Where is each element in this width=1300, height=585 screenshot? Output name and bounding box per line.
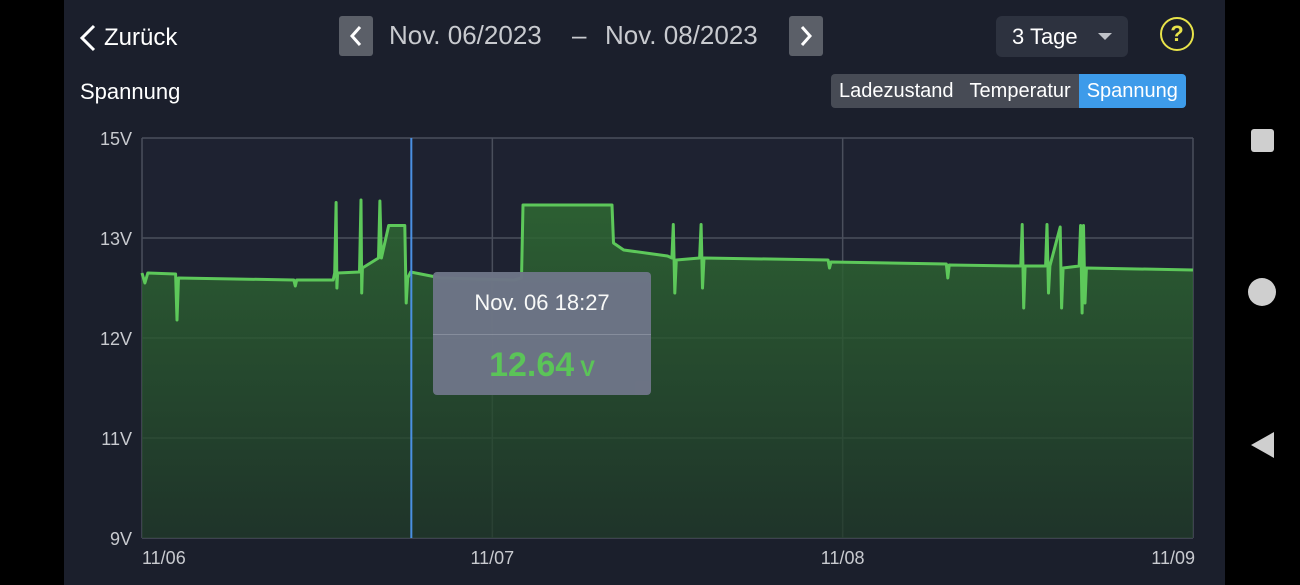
- date-separator: –: [572, 20, 587, 50]
- y-tick-label: 12V: [100, 329, 132, 349]
- recents-square-icon[interactable]: [1251, 129, 1274, 152]
- tooltip-value: 12.64: [489, 346, 575, 384]
- back-triangle-icon[interactable]: [1249, 430, 1275, 460]
- tooltip: Nov. 06 18:27 12.64 V: [433, 272, 651, 395]
- x-tick-label: 11/07: [470, 548, 514, 568]
- end-date: Nov. 08/2023: [605, 20, 758, 50]
- y-tick-label: 13V: [100, 229, 132, 249]
- chevron-left-icon: [79, 24, 96, 52]
- tooltip-divider: [433, 334, 651, 335]
- series-line: [140, 198, 1194, 322]
- prev-period-button[interactable]: [339, 16, 373, 56]
- tab-ladezustand[interactable]: Ladezustand: [831, 74, 962, 108]
- tab-spannung[interactable]: Spannung: [1078, 74, 1186, 108]
- help-icon: ?: [1170, 21, 1184, 46]
- back-button[interactable]: Zurück: [78, 18, 177, 58]
- back-label: Zurück: [104, 24, 178, 51]
- y-tick-label: 15V: [100, 129, 132, 149]
- caret-down-icon: [1098, 33, 1112, 40]
- voltage-chart: 15V 13V 12V 11V 9V 11/06 11/07 11/08 11/09: [100, 129, 1195, 568]
- tab-temperatur[interactable]: Temperatur: [961, 74, 1079, 108]
- home-circle-icon[interactable]: [1248, 278, 1276, 306]
- x-tick-label: 11/09: [1151, 548, 1195, 568]
- chevron-left-icon: [349, 26, 362, 46]
- section-title: Spannung: [80, 79, 181, 104]
- y-tick-label: 9V: [110, 529, 132, 549]
- tooltip-value-row: 12.64 V: [433, 346, 651, 385]
- x-tick-label: 11/06: [142, 548, 186, 568]
- app-screen: Zurück Nov. 06/2023 – Nov. 08/2023 3 Tag…: [64, 0, 1225, 585]
- period-value: 3 Tage: [1012, 23, 1078, 49]
- start-date: Nov. 06/2023: [389, 20, 542, 50]
- metric-tabs: Ladezustand Temperatur Spannung: [831, 74, 1186, 108]
- x-tick-label: 11/08: [821, 548, 865, 568]
- tooltip-time: Nov. 06 18:27: [474, 290, 610, 315]
- chevron-right-icon: [800, 26, 813, 46]
- y-tick-label: 11V: [101, 429, 132, 449]
- next-period-button[interactable]: [789, 16, 823, 56]
- tooltip-unit: V: [580, 356, 595, 381]
- period-select[interactable]: 3 Tage: [996, 16, 1128, 57]
- help-button[interactable]: ?: [1160, 17, 1194, 51]
